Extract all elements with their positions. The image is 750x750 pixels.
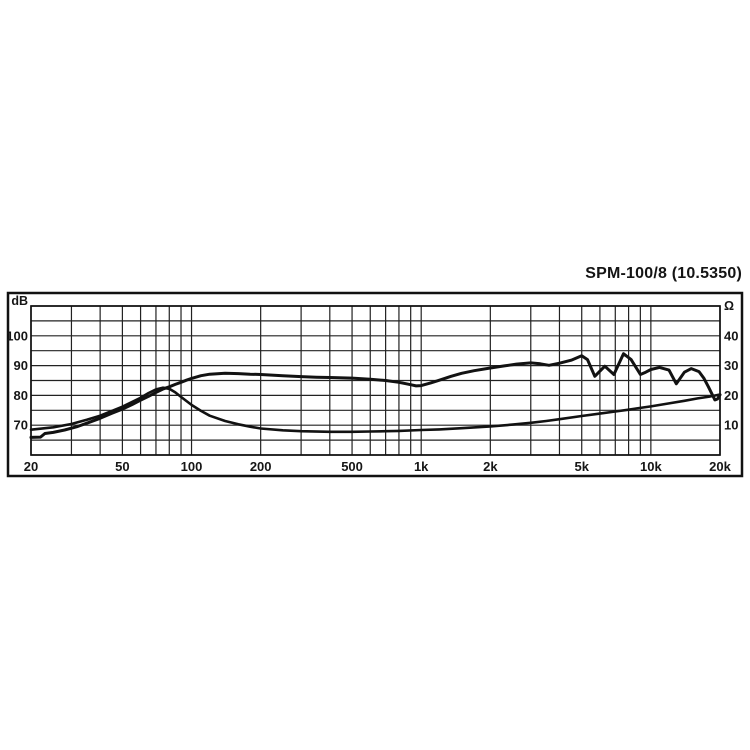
y-left-tick-label: 80 — [14, 388, 28, 403]
x-axis-tick-label: 1k — [414, 459, 429, 474]
x-axis-tick-label: 500 — [341, 459, 363, 474]
y-right-tick-label: 30 — [724, 358, 738, 373]
y-left-tick-label: 90 — [14, 358, 28, 373]
x-axis-tick-label: 50 — [115, 459, 129, 474]
spl-response-curve — [29, 352, 722, 439]
y-right-tick-label: 10 — [724, 418, 738, 433]
x-axis-tick-label: 10k — [640, 459, 662, 474]
x-axis-tick-label: 20 — [24, 459, 38, 474]
x-axis-tick-label: 2k — [483, 459, 498, 474]
x-axis-tick-label: 5k — [574, 459, 589, 474]
x-axis-tick-label: 20k — [709, 459, 731, 474]
y-right-tick-label: 20 — [724, 388, 738, 403]
y-left-tick-label: 70 — [14, 418, 28, 433]
outer-frame — [6, 291, 744, 478]
right-axis-unit-label: Ω — [724, 299, 734, 313]
left-axis-unit-label: dB — [11, 294, 28, 308]
y-left-tick-label: 100 — [6, 328, 28, 343]
impedance-curve — [29, 386, 722, 434]
x-axis-tick-label: 200 — [250, 459, 272, 474]
chart-title: SPM-100/8 (10.5350) — [585, 265, 742, 282]
x-axis-tick-label: 100 — [181, 459, 203, 474]
plot-frame — [30, 305, 721, 456]
y-right-tick-label: 40 — [724, 328, 738, 343]
